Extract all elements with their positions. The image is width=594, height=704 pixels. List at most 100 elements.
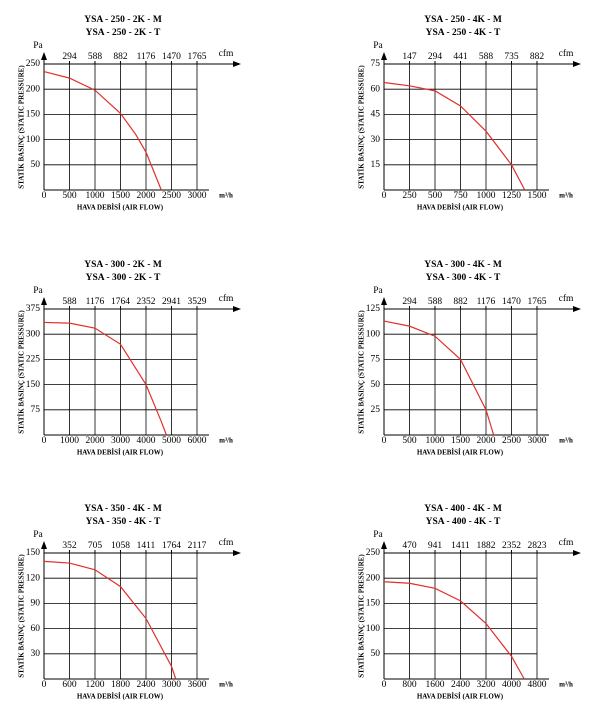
x2-tick-label: 588 xyxy=(62,297,77,307)
x2-tick-label: 588 xyxy=(88,52,103,62)
x-tick-label: 3200 xyxy=(477,680,496,690)
chart-title: YSA - 250 - 2K - M xyxy=(84,15,162,25)
y-tick-label: 250 xyxy=(26,59,41,69)
chart-subtitle: YSA - 250 - 2K - T xyxy=(86,28,161,38)
chart-title: YSA - 300 - 4K - M xyxy=(424,260,502,270)
chart-subtitle: YSA - 250 - 4K - T xyxy=(426,28,501,38)
x2-tick-label: 705 xyxy=(88,541,103,551)
x-tick-label: 1000 xyxy=(86,191,105,201)
x-tick-label: 600 xyxy=(62,680,77,690)
x2-tick-label: 882 xyxy=(113,52,128,62)
x-tick-label: 500 xyxy=(428,191,443,201)
x-tick-label: 3000 xyxy=(111,436,130,446)
curve xyxy=(383,581,525,680)
x2-unit: cfm xyxy=(219,48,234,59)
x-tick-label: 2000 xyxy=(477,436,496,446)
y-tick-label: 150 xyxy=(26,548,41,558)
x-tick-label: 1500 xyxy=(528,191,547,201)
x2-tick-label: 588 xyxy=(428,297,443,307)
chart: YSA - 250 - 4K - M YSA - 250 - 4K - T Pa cf… xyxy=(358,15,581,212)
x-tick-label: 750 xyxy=(453,191,468,201)
x-tick-label: 3600 xyxy=(188,680,207,690)
y-tick-label: 225 xyxy=(26,355,41,365)
x2-tick-label: 1058 xyxy=(111,541,130,551)
y-tick-label: 150 xyxy=(26,380,41,390)
x2-tick-label: 941 xyxy=(428,541,443,551)
x-axis-label: HAVA DEBİSİ (AIR FLOW) xyxy=(77,449,164,457)
chart-subtitle: YSA - 300 - 4K - T xyxy=(426,273,501,283)
x-tick-label: 2500 xyxy=(502,436,521,446)
y-unit: Pa xyxy=(33,530,43,540)
y-unit: Pa xyxy=(33,41,43,51)
x-tick-label: 5000 xyxy=(162,436,181,446)
curve xyxy=(43,70,162,191)
x-unit: m³/h xyxy=(559,437,573,445)
chart-title: YSA - 300 - 2K - M xyxy=(84,260,162,270)
x2-tick-label: 294 xyxy=(428,52,443,62)
axis xyxy=(43,54,239,191)
x-unit: m³/h xyxy=(219,192,233,200)
x-tick-label: 2000 xyxy=(137,191,156,201)
y-tick-label: 60 xyxy=(371,84,381,94)
x2-tick-label: 1176 xyxy=(137,52,156,62)
y-tick-label: 250 xyxy=(366,548,381,558)
x-tick-label: 1800 xyxy=(111,680,130,690)
x-tick-label: 1250 xyxy=(502,191,521,201)
chart-title: YSA - 250 - 4K - M xyxy=(424,15,502,25)
x2-tick-label: 1764 xyxy=(111,297,130,307)
x-tick-label: 1000 xyxy=(426,436,445,446)
x-tick-label: 0 xyxy=(42,436,47,446)
x2-tick-label: 1176 xyxy=(477,297,496,307)
x-tick-label: 4800 xyxy=(528,680,547,690)
y-tick-label: 200 xyxy=(26,84,41,94)
x-axis-label: HAVA DEBİSİ (AIR FLOW) xyxy=(417,449,504,457)
x-tick-label: 250 xyxy=(402,191,417,201)
y-tick-label: 50 xyxy=(371,649,381,659)
x2-tick-label: 2352 xyxy=(502,541,521,551)
x2-unit: cfm xyxy=(219,537,234,548)
chart: YSA - 300 - 2K - M YSA - 300 - 2K - T Pa cf… xyxy=(18,260,241,457)
x-tick-label: 4000 xyxy=(137,436,156,446)
y-unit: Pa xyxy=(373,286,383,296)
y-axis-label: STATİK BASINÇ (STATIC PRESSURE) xyxy=(18,310,26,434)
x2-tick-label: 2941 xyxy=(162,297,181,307)
x-tick-label: 800 xyxy=(402,680,417,690)
chart-title: YSA - 350 - 4K - M xyxy=(84,504,162,514)
x-tick-label: 2400 xyxy=(137,680,156,690)
x-tick-label: 1500 xyxy=(111,191,130,201)
chart-subtitle: YSA - 400 - 4K - T xyxy=(426,517,501,527)
y-tick-label: 375 xyxy=(26,304,41,314)
x-unit: m³/h xyxy=(559,192,573,200)
y-axis-label: STATİK BASINÇ (STATIC PRESSURE) xyxy=(358,554,366,678)
y-tick-label: 50 xyxy=(31,160,41,170)
x-tick-label: 1000 xyxy=(477,191,496,201)
y-unit: Pa xyxy=(373,41,383,51)
x2-tick-label: 1470 xyxy=(502,297,521,307)
x2-unit: cfm xyxy=(559,293,574,304)
axis xyxy=(383,543,579,680)
x-tick-label: 2400 xyxy=(451,680,470,690)
y-axis-label: STATİK BASINÇ (STATIC PRESSURE) xyxy=(358,65,366,189)
y-tick-label: 45 xyxy=(371,110,381,120)
chart: YSA - 250 - 2K - M YSA - 250 - 2K - T Pa cf… xyxy=(18,15,241,212)
x2-tick-label: 1764 xyxy=(162,541,181,551)
chart-subtitle: YSA - 350 - 4K - T xyxy=(86,517,161,527)
axis xyxy=(383,54,579,191)
x2-tick-label: 294 xyxy=(62,52,77,62)
x-axis-label: HAVA DEBİSİ (AIR FLOW) xyxy=(417,204,504,212)
y-tick-label: 75 xyxy=(31,405,41,415)
x-axis-label: HAVA DEBİSİ (AIR FLOW) xyxy=(77,204,164,212)
chart: YSA - 300 - 4K - M YSA - 300 - 4K - T Pa cf… xyxy=(358,260,581,457)
y-tick-label: 30 xyxy=(371,135,381,145)
y-tick-label: 60 xyxy=(31,624,41,634)
x-unit: m³/h xyxy=(219,681,233,689)
axis xyxy=(43,299,239,436)
y-tick-label: 300 xyxy=(26,329,41,339)
x2-tick-label: 1176 xyxy=(86,297,105,307)
x2-tick-label: 1470 xyxy=(162,52,181,62)
x-tick-label: 1000 xyxy=(60,436,79,446)
y-tick-label: 100 xyxy=(366,624,381,634)
x-tick-label: 3000 xyxy=(162,680,181,690)
x2-tick-label: 1882 xyxy=(477,541,496,551)
